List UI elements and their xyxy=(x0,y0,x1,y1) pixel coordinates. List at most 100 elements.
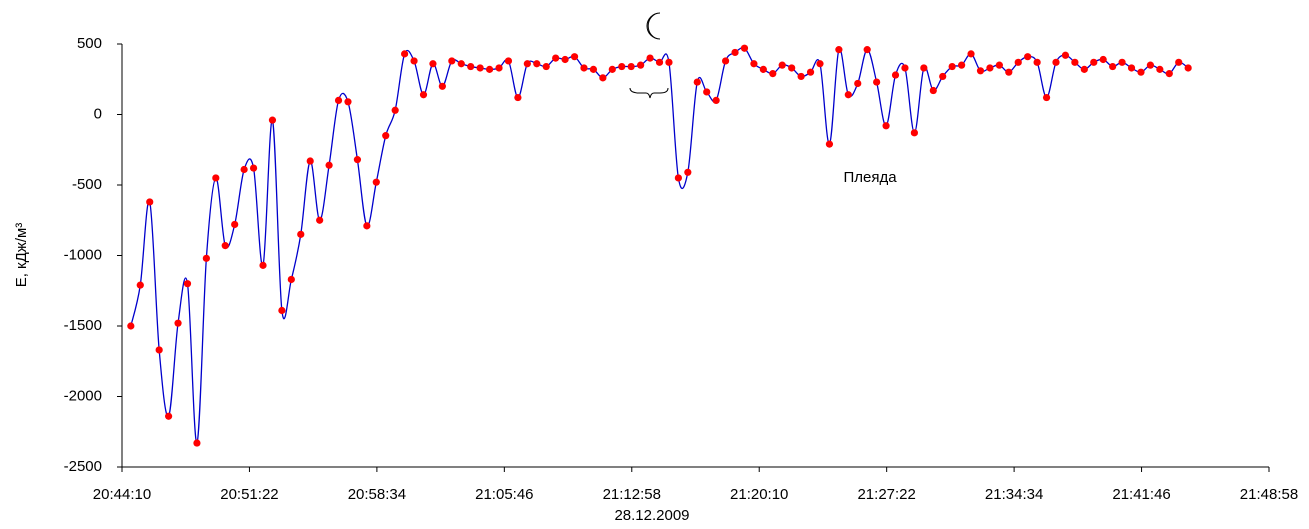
marker xyxy=(325,161,333,169)
marker xyxy=(750,60,758,68)
marker xyxy=(438,82,446,90)
marker xyxy=(939,72,947,81)
marker xyxy=(401,50,409,58)
annotation: Плеяда xyxy=(843,169,897,186)
marker xyxy=(174,319,182,327)
marker xyxy=(259,261,267,269)
marker xyxy=(608,65,616,73)
marker xyxy=(287,275,295,284)
marker xyxy=(854,79,862,88)
marker xyxy=(514,93,522,102)
marker xyxy=(618,62,626,71)
marker xyxy=(193,439,201,447)
marker xyxy=(929,86,937,95)
marker xyxy=(1052,58,1060,66)
marker xyxy=(476,64,484,72)
line xyxy=(130,47,1189,444)
marker xyxy=(297,230,305,238)
marker xyxy=(448,57,456,65)
moon-icon xyxy=(646,12,661,40)
marker xyxy=(485,65,494,73)
marker xyxy=(863,46,871,54)
y-tick-label: -1000 xyxy=(64,246,102,263)
marker xyxy=(1080,65,1088,73)
marker xyxy=(523,60,531,68)
marker xyxy=(202,254,210,262)
marker xyxy=(740,44,749,52)
marker xyxy=(306,157,314,165)
marker xyxy=(495,64,503,72)
marker xyxy=(542,62,550,71)
marker xyxy=(221,242,229,250)
marker xyxy=(1005,68,1013,76)
x-tick-label: 21:48:58 xyxy=(1240,486,1298,503)
brace xyxy=(629,87,669,99)
marker xyxy=(1042,93,1051,102)
marker xyxy=(844,91,852,99)
marker xyxy=(674,174,682,182)
marker xyxy=(580,64,588,72)
x-tick-label: 20:58:34 xyxy=(348,486,406,503)
marker xyxy=(721,57,730,65)
marker xyxy=(136,281,144,289)
marker xyxy=(1137,68,1145,76)
marker xyxy=(1156,65,1164,73)
marker xyxy=(278,306,286,315)
marker xyxy=(589,65,598,73)
x-tick-label: 21:41:46 xyxy=(1112,486,1170,503)
marker xyxy=(1090,58,1098,66)
marker xyxy=(410,57,418,65)
marker xyxy=(788,64,796,72)
marker xyxy=(778,61,786,69)
marker xyxy=(1014,58,1022,66)
marker xyxy=(599,74,607,82)
marker xyxy=(1184,64,1192,72)
marker xyxy=(1175,58,1183,66)
marker xyxy=(1024,53,1032,61)
marker xyxy=(825,140,834,148)
y-axis-label: E, кДж/м³ xyxy=(13,223,30,288)
x-tick-label: 21:27:22 xyxy=(857,486,915,503)
marker xyxy=(712,96,720,104)
marker xyxy=(920,64,928,72)
x-tick-label: 21:20:10 xyxy=(730,486,788,503)
marker xyxy=(353,156,362,164)
marker xyxy=(372,178,380,186)
marker xyxy=(419,91,428,99)
marker xyxy=(873,78,881,86)
marker xyxy=(948,62,956,71)
marker xyxy=(976,67,985,75)
marker xyxy=(901,64,909,72)
marker xyxy=(240,165,248,174)
marker xyxy=(995,61,1003,69)
marker xyxy=(1165,70,1173,78)
marker xyxy=(1071,58,1079,66)
marker xyxy=(957,61,966,69)
marker xyxy=(467,62,475,71)
marker xyxy=(1118,58,1126,66)
x-tick-label: 20:51:22 xyxy=(220,486,278,503)
marker xyxy=(731,48,739,57)
marker xyxy=(165,412,173,420)
marker xyxy=(561,55,569,64)
marker xyxy=(1099,55,1107,64)
marker xyxy=(316,216,324,224)
x-axis-label: 28.12.2009 xyxy=(614,507,689,524)
marker xyxy=(1127,64,1136,72)
marker xyxy=(797,72,805,81)
marker xyxy=(127,322,135,330)
marker xyxy=(382,132,390,140)
marker xyxy=(268,116,277,124)
y-tick-label: 0 xyxy=(94,105,102,122)
marker xyxy=(986,64,994,72)
marker xyxy=(570,53,579,61)
marker xyxy=(910,129,918,137)
marker xyxy=(967,50,975,58)
marker xyxy=(816,60,824,68)
marker xyxy=(684,168,692,176)
marker xyxy=(637,61,645,69)
y-tick-label: 500 xyxy=(77,35,102,52)
marker xyxy=(759,65,767,73)
marker xyxy=(1109,62,1117,71)
